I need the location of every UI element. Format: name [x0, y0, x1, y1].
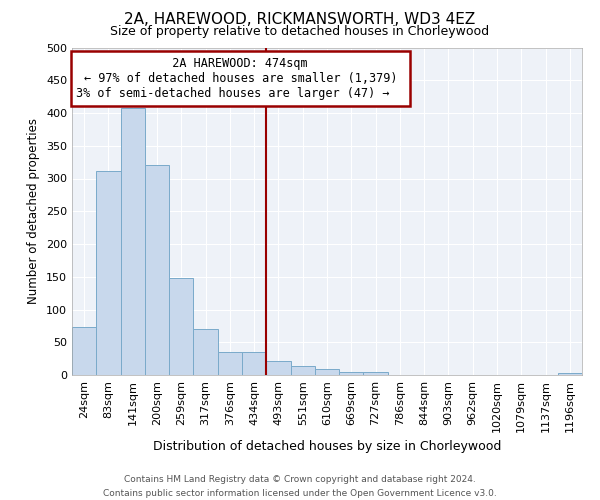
Text: Size of property relative to detached houses in Chorleywood: Size of property relative to detached ho… [110, 25, 490, 38]
Bar [315, 369, 339, 375]
X-axis label: Distribution of detached houses by size in Chorleywood: Distribution of detached houses by size … [153, 440, 501, 453]
Bar [96, 172, 121, 375]
Bar [193, 329, 218, 375]
Bar [266, 361, 290, 375]
Text: 2A HAREWOOD: 474sqm  
← 97% of detached houses are smaller (1,379)
3% of semi-de: 2A HAREWOOD: 474sqm ← 97% of detached ho… [76, 58, 404, 100]
Bar [558, 373, 582, 375]
Bar [290, 366, 315, 375]
Bar [242, 352, 266, 375]
Bar [72, 326, 96, 375]
Y-axis label: Number of detached properties: Number of detached properties [28, 118, 40, 304]
Text: 2A, HAREWOOD, RICKMANSWORTH, WD3 4EZ: 2A, HAREWOOD, RICKMANSWORTH, WD3 4EZ [124, 12, 476, 28]
Bar [218, 352, 242, 375]
Bar [121, 108, 145, 375]
Bar [169, 278, 193, 375]
Bar [145, 166, 169, 375]
Text: Contains HM Land Registry data © Crown copyright and database right 2024.
Contai: Contains HM Land Registry data © Crown c… [103, 476, 497, 498]
Bar [364, 372, 388, 375]
Bar [339, 372, 364, 375]
